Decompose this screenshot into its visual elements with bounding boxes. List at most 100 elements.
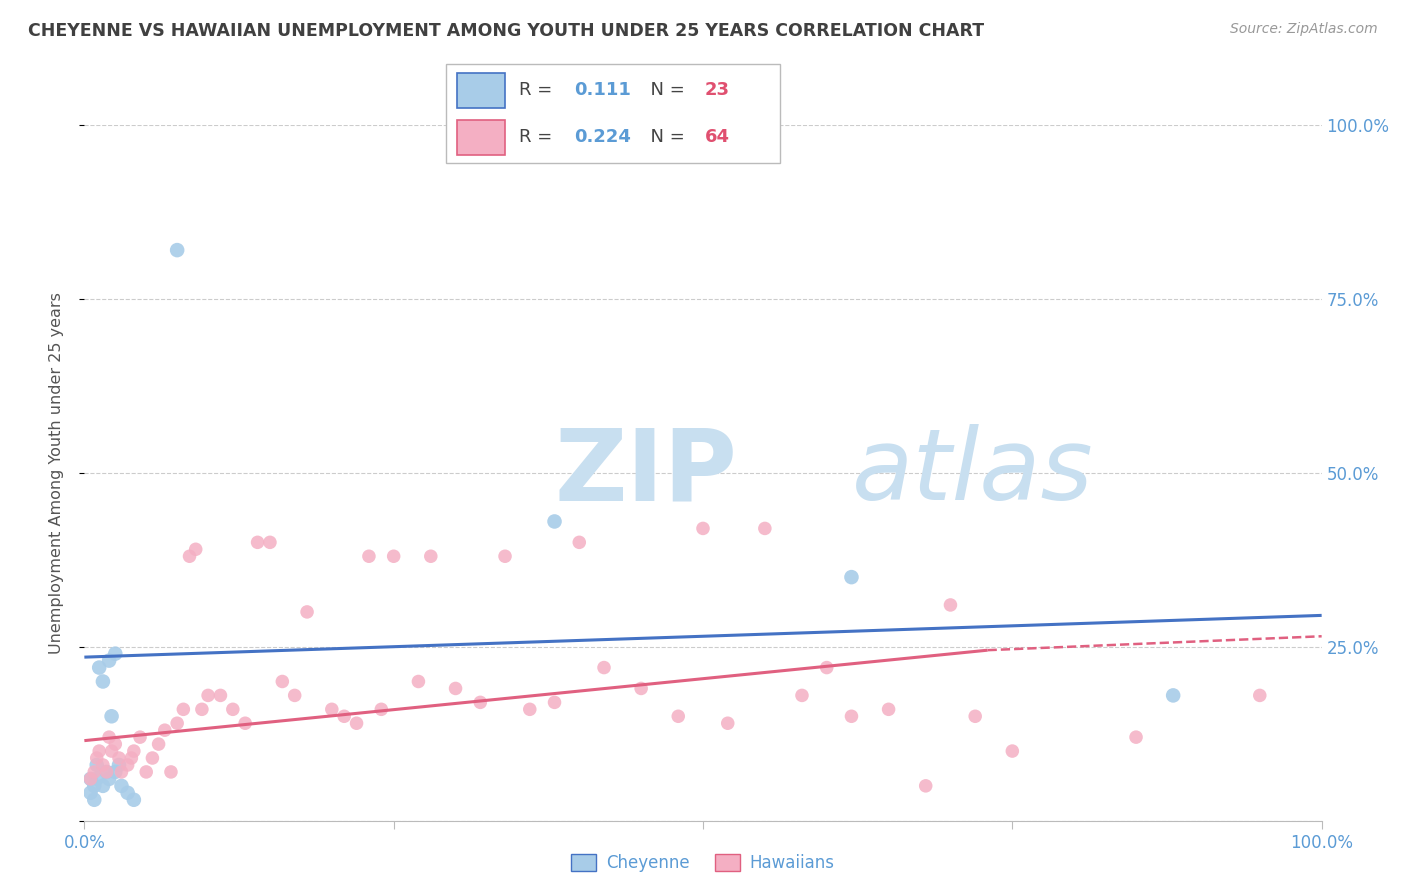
Point bbox=[96, 764, 118, 779]
Point bbox=[754, 521, 776, 535]
Text: 64: 64 bbox=[704, 128, 730, 146]
Point bbox=[83, 779, 105, 793]
Point bbox=[172, 702, 194, 716]
Text: 0.111: 0.111 bbox=[574, 80, 631, 99]
Point bbox=[877, 702, 900, 716]
Point bbox=[96, 764, 118, 779]
Point bbox=[86, 758, 108, 772]
Point bbox=[135, 764, 157, 779]
FancyBboxPatch shape bbox=[446, 64, 780, 163]
Point bbox=[790, 689, 813, 703]
Text: 0.224: 0.224 bbox=[574, 128, 631, 146]
Point bbox=[815, 660, 838, 674]
Point bbox=[129, 730, 152, 744]
Point bbox=[91, 674, 114, 689]
Point bbox=[89, 744, 111, 758]
Text: atlas: atlas bbox=[852, 425, 1092, 521]
Point bbox=[1125, 730, 1147, 744]
Text: CHEYENNE VS HAWAIIAN UNEMPLOYMENT AMONG YOUTH UNDER 25 YEARS CORRELATION CHART: CHEYENNE VS HAWAIIAN UNEMPLOYMENT AMONG … bbox=[28, 22, 984, 40]
Point bbox=[543, 695, 565, 709]
Point bbox=[79, 772, 101, 786]
Point bbox=[519, 702, 541, 716]
Text: N =: N = bbox=[640, 128, 690, 146]
Point bbox=[321, 702, 343, 716]
Point bbox=[108, 758, 131, 772]
Point bbox=[104, 737, 127, 751]
Point bbox=[104, 647, 127, 661]
Point bbox=[148, 737, 170, 751]
Point bbox=[191, 702, 214, 716]
Point bbox=[271, 674, 294, 689]
Point bbox=[222, 702, 245, 716]
Point bbox=[1161, 689, 1184, 703]
Point bbox=[166, 716, 188, 731]
Point bbox=[333, 709, 356, 723]
FancyBboxPatch shape bbox=[457, 73, 505, 108]
Point bbox=[86, 772, 108, 786]
Point bbox=[568, 535, 591, 549]
Point bbox=[79, 786, 101, 800]
Point bbox=[914, 779, 936, 793]
Point bbox=[86, 751, 108, 765]
Legend: Cheyenne, Hawaiians: Cheyenne, Hawaiians bbox=[565, 847, 841, 879]
Point bbox=[117, 786, 139, 800]
Point bbox=[83, 764, 105, 779]
Point bbox=[1249, 689, 1271, 703]
Point bbox=[83, 793, 105, 807]
Point bbox=[259, 535, 281, 549]
Point bbox=[717, 716, 740, 731]
Point bbox=[1001, 744, 1024, 758]
Point bbox=[233, 716, 256, 731]
Point bbox=[122, 744, 145, 758]
Point bbox=[841, 709, 863, 723]
Point bbox=[543, 515, 565, 529]
Point bbox=[100, 744, 122, 758]
Point bbox=[122, 793, 145, 807]
Point bbox=[494, 549, 516, 564]
Point bbox=[841, 570, 863, 584]
Point bbox=[98, 654, 121, 668]
Text: 23: 23 bbox=[704, 80, 730, 99]
Point bbox=[89, 660, 111, 674]
Point bbox=[965, 709, 987, 723]
FancyBboxPatch shape bbox=[457, 120, 505, 155]
Point bbox=[184, 542, 207, 557]
Point bbox=[100, 709, 122, 723]
Point bbox=[382, 549, 405, 564]
Point bbox=[246, 535, 269, 549]
Point bbox=[79, 772, 101, 786]
Point bbox=[104, 764, 127, 779]
Point bbox=[91, 779, 114, 793]
Y-axis label: Unemployment Among Youth under 25 years: Unemployment Among Youth under 25 years bbox=[49, 292, 63, 654]
Point bbox=[108, 751, 131, 765]
Point bbox=[692, 521, 714, 535]
Point bbox=[370, 702, 392, 716]
Point bbox=[444, 681, 467, 696]
Point bbox=[197, 689, 219, 703]
Point bbox=[141, 751, 163, 765]
Point bbox=[153, 723, 176, 738]
Point bbox=[166, 243, 188, 257]
Text: Source: ZipAtlas.com: Source: ZipAtlas.com bbox=[1230, 22, 1378, 37]
Point bbox=[120, 751, 142, 765]
Point bbox=[179, 549, 201, 564]
Point bbox=[470, 695, 492, 709]
Text: R =: R = bbox=[519, 80, 558, 99]
Point bbox=[209, 689, 232, 703]
Point bbox=[630, 681, 652, 696]
Point bbox=[357, 549, 380, 564]
Point bbox=[98, 730, 121, 744]
Point bbox=[346, 716, 368, 731]
Point bbox=[408, 674, 430, 689]
Point bbox=[160, 764, 183, 779]
Text: N =: N = bbox=[640, 80, 690, 99]
Point bbox=[110, 779, 132, 793]
Point bbox=[284, 689, 307, 703]
Text: R =: R = bbox=[519, 128, 558, 146]
Point bbox=[666, 709, 689, 723]
Point bbox=[91, 758, 114, 772]
Point bbox=[939, 598, 962, 612]
Point bbox=[110, 764, 132, 779]
Point bbox=[98, 772, 121, 786]
Point bbox=[117, 758, 139, 772]
